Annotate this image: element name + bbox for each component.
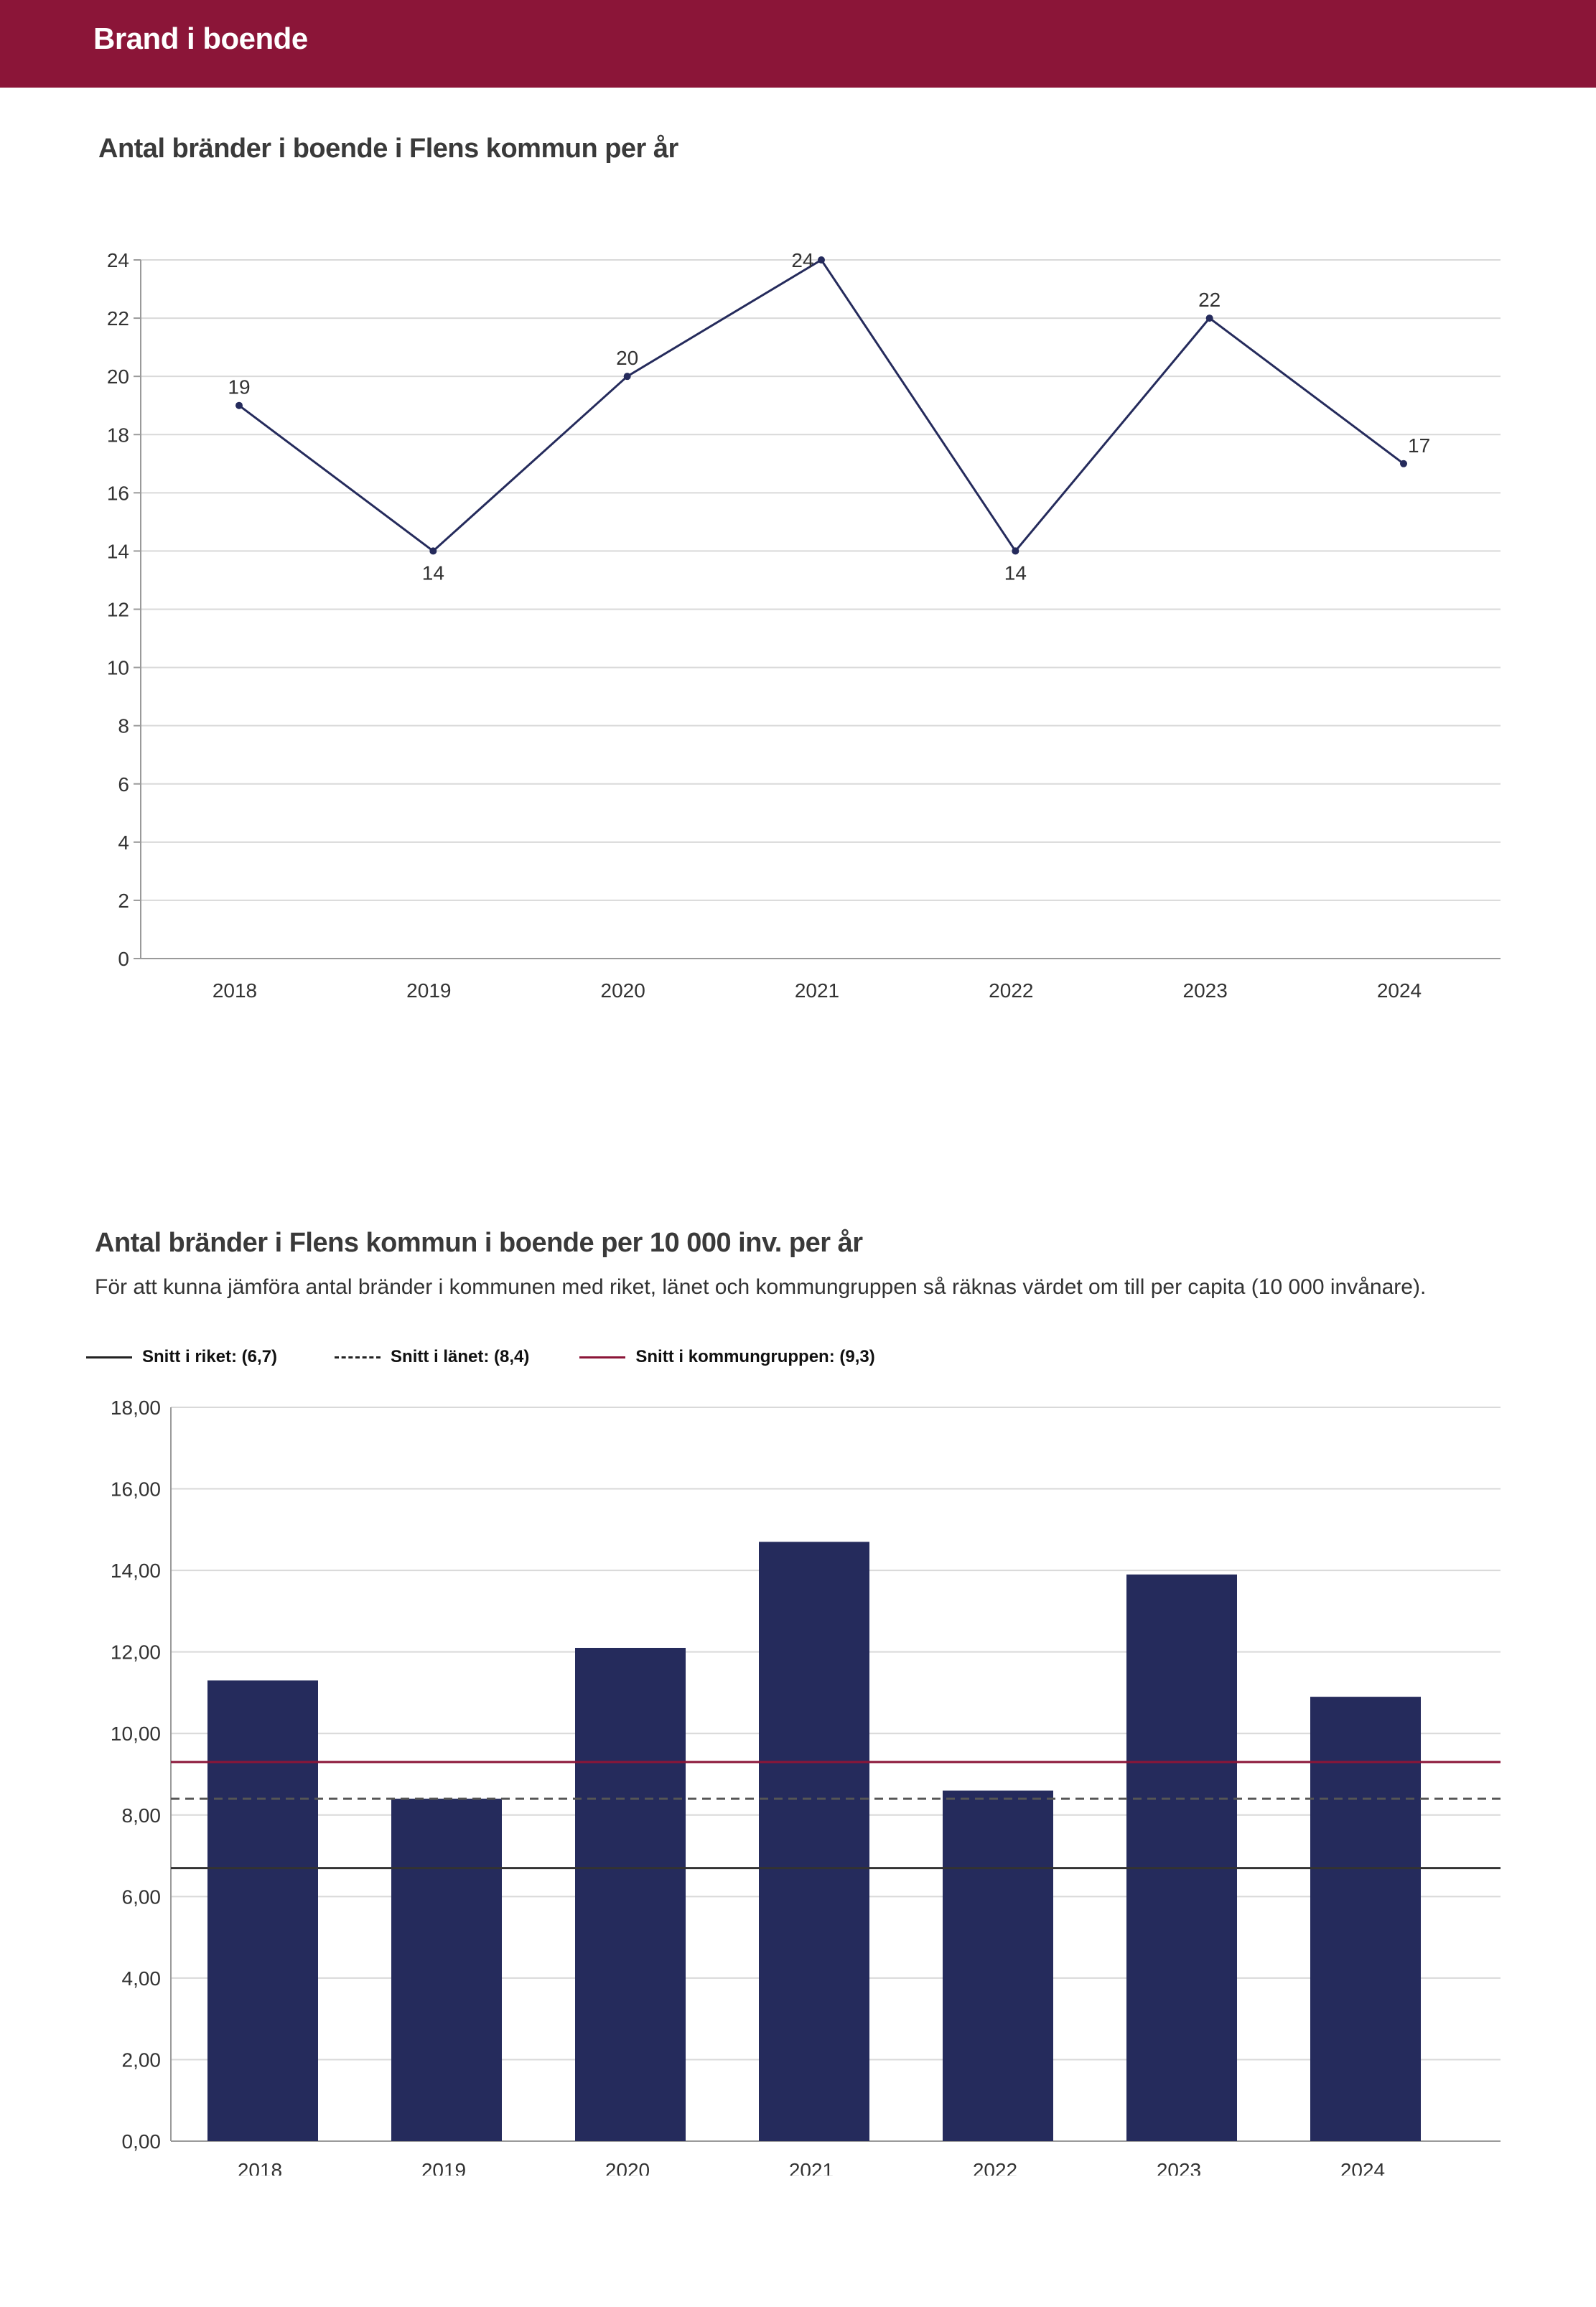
- bar: [1310, 1697, 1421, 2141]
- y-tick-label: 6: [118, 773, 129, 796]
- y-tick-label: 14,00: [111, 1560, 161, 1582]
- legend-item-kommungruppen: Snitt i kommungruppen: (9,3): [579, 1347, 875, 1367]
- data-point: [1205, 314, 1213, 322]
- y-tick-label: 16,00: [111, 1478, 161, 1501]
- y-tick-label: 6,00: [122, 1886, 162, 1908]
- y-tick-label: 10: [107, 657, 129, 679]
- data-label: 24: [791, 249, 813, 271]
- y-tick-label: 12,00: [111, 1641, 161, 1664]
- bar: [391, 1799, 502, 2141]
- y-tick-label: 10,00: [111, 1723, 161, 1745]
- y-tick-label: 8,00: [122, 1804, 162, 1827]
- bar: [943, 1790, 1053, 2141]
- data-label: 14: [422, 561, 444, 584]
- data-label: 14: [1004, 561, 1027, 584]
- x-tick-label: 2023: [1157, 2159, 1201, 2176]
- x-tick-label: 2021: [789, 2159, 834, 2176]
- data-label: 19: [228, 376, 250, 399]
- y-tick-label: 0: [118, 948, 129, 970]
- x-tick-label: 2021: [795, 979, 839, 1002]
- legend-swatch-solid-line: [86, 1356, 132, 1358]
- data-label: 17: [1408, 434, 1430, 457]
- y-tick-label: 16: [107, 482, 129, 504]
- y-tick-label: 24: [107, 249, 129, 271]
- data-point: [818, 256, 825, 264]
- bar: [1126, 1574, 1237, 2141]
- y-tick-label: 18,00: [111, 1397, 161, 1419]
- x-tick-label: 2019: [421, 2159, 466, 2176]
- y-tick-label: 12: [107, 599, 129, 621]
- data-label: 20: [616, 347, 638, 369]
- x-tick-label: 2020: [605, 2159, 650, 2176]
- x-tick-label: 2022: [973, 2159, 1017, 2176]
- y-tick-label: 18: [107, 424, 129, 446]
- y-tick-label: 14: [107, 540, 129, 562]
- x-tick-label: 2024: [1340, 2159, 1385, 2176]
- data-label: 22: [1198, 289, 1221, 311]
- bar-chart-legend: Snitt i riket: (6,7) Snitt i länet: (8,4…: [86, 1343, 918, 1371]
- data-point: [623, 373, 631, 381]
- line-chart-title: Antal bränder i boende i Flens kommun pe…: [98, 134, 678, 164]
- legend-item-lanet: Snitt i länet: (8,4): [335, 1347, 529, 1367]
- data-point: [1012, 547, 1019, 555]
- page-title: Brand i boende: [93, 22, 308, 55]
- data-point: [1400, 460, 1407, 467]
- header-bar: Brand i boende: [0, 0, 1596, 88]
- y-tick-label: 22: [107, 307, 129, 330]
- y-tick-label: 20: [107, 365, 129, 388]
- y-tick-label: 2,00: [122, 2049, 162, 2071]
- legend-label: Snitt i riket: (6,7): [142, 1347, 278, 1366]
- bar: [575, 1647, 686, 2141]
- y-tick-label: 8: [118, 715, 129, 737]
- y-tick-label: 0,00: [122, 2130, 162, 2153]
- x-tick-label: 2024: [1377, 979, 1422, 1002]
- series-line: [238, 258, 1404, 553]
- bar-chart-description: För att kunna jämföra antal bränder i ko…: [95, 1275, 1427, 1299]
- bar: [207, 1680, 318, 2141]
- y-tick-label: 4,00: [122, 1967, 162, 1990]
- bar-chart-title: Antal bränder i Flens kommun i boende pe…: [95, 1228, 863, 1258]
- data-point: [429, 547, 437, 555]
- x-tick-label: 2018: [238, 2159, 282, 2176]
- x-tick-label: 2018: [213, 979, 257, 1002]
- x-tick-label: 2019: [406, 979, 451, 1002]
- y-tick-label: 4: [118, 831, 129, 854]
- legend-swatch-red-line: [579, 1356, 626, 1358]
- x-tick-label: 2020: [601, 979, 645, 1002]
- x-tick-label: 2022: [989, 979, 1033, 1002]
- bar: [759, 1542, 869, 2141]
- legend-label: Snitt i kommungruppen: (9,3): [635, 1347, 875, 1366]
- legend-item-riket: Snitt i riket: (6,7): [86, 1347, 277, 1367]
- y-tick-label: 2: [118, 890, 129, 912]
- legend-swatch-dashed-line: [335, 1356, 381, 1358]
- x-tick-label: 2023: [1183, 979, 1228, 1002]
- legend-label: Snitt i länet: (8,4): [391, 1347, 530, 1366]
- bar-chart: 0,00 2,00 4,00 6,00 8,00 10,00 12,00 14,00 16,00…: [111, 1397, 1501, 2176]
- data-point: [235, 401, 243, 409]
